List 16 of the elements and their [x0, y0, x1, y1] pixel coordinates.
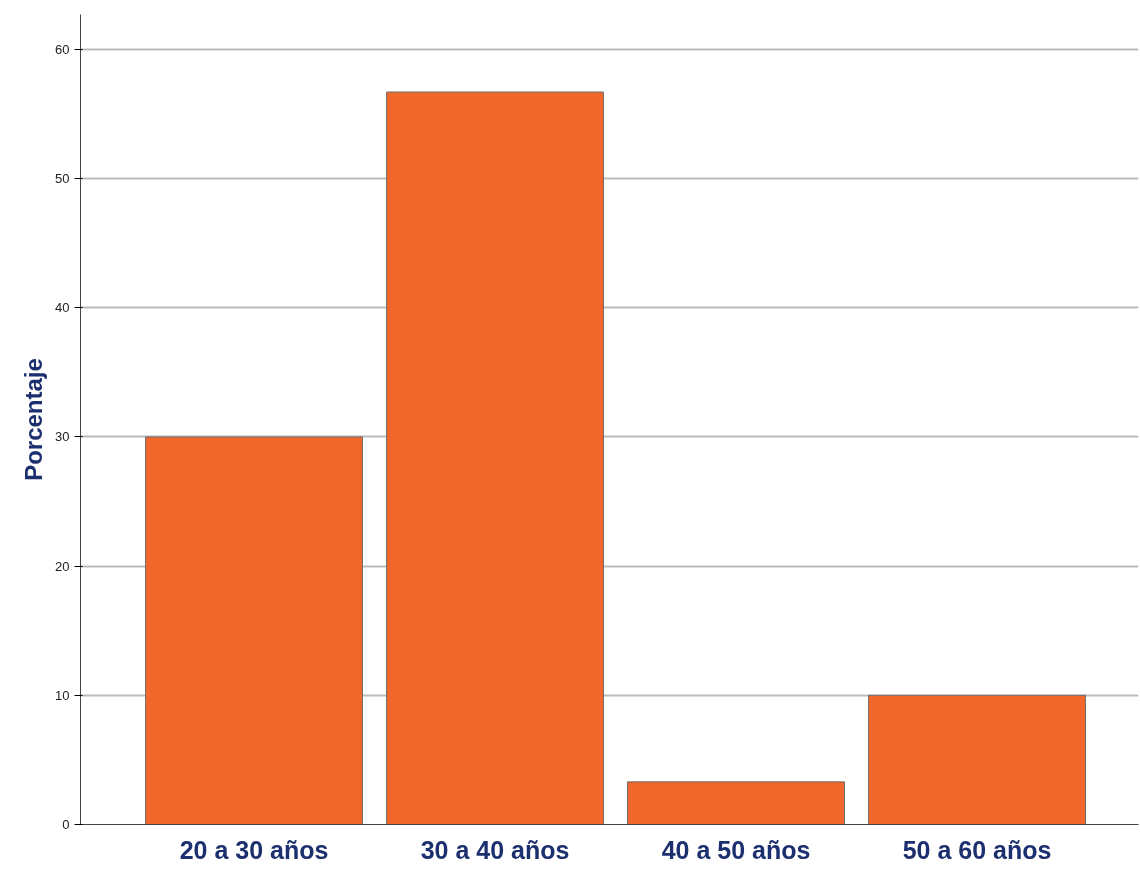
bar — [145, 436, 363, 825]
x-tick-label: 40 a 50 años — [661, 835, 811, 864]
y-tick-label: 30 — [55, 429, 70, 445]
bar — [868, 694, 1086, 825]
y-tick-label: 50 — [55, 171, 70, 187]
y-axis-title: Porcentaje — [20, 358, 48, 481]
bar — [627, 781, 845, 825]
y-tick-label: 60 — [55, 41, 70, 57]
x-tick-label: 20 a 30 años — [179, 835, 329, 864]
y-tick-label: 0 — [62, 817, 70, 832]
y-tick-label: 40 — [55, 300, 70, 316]
x-tick-label: 50 a 60 años — [902, 835, 1052, 864]
y-tick-label: 20 — [55, 558, 70, 574]
y-tick-label: 10 — [55, 687, 70, 703]
x-tick-label: 30 a 40 años — [420, 835, 570, 864]
bar — [386, 91, 604, 825]
